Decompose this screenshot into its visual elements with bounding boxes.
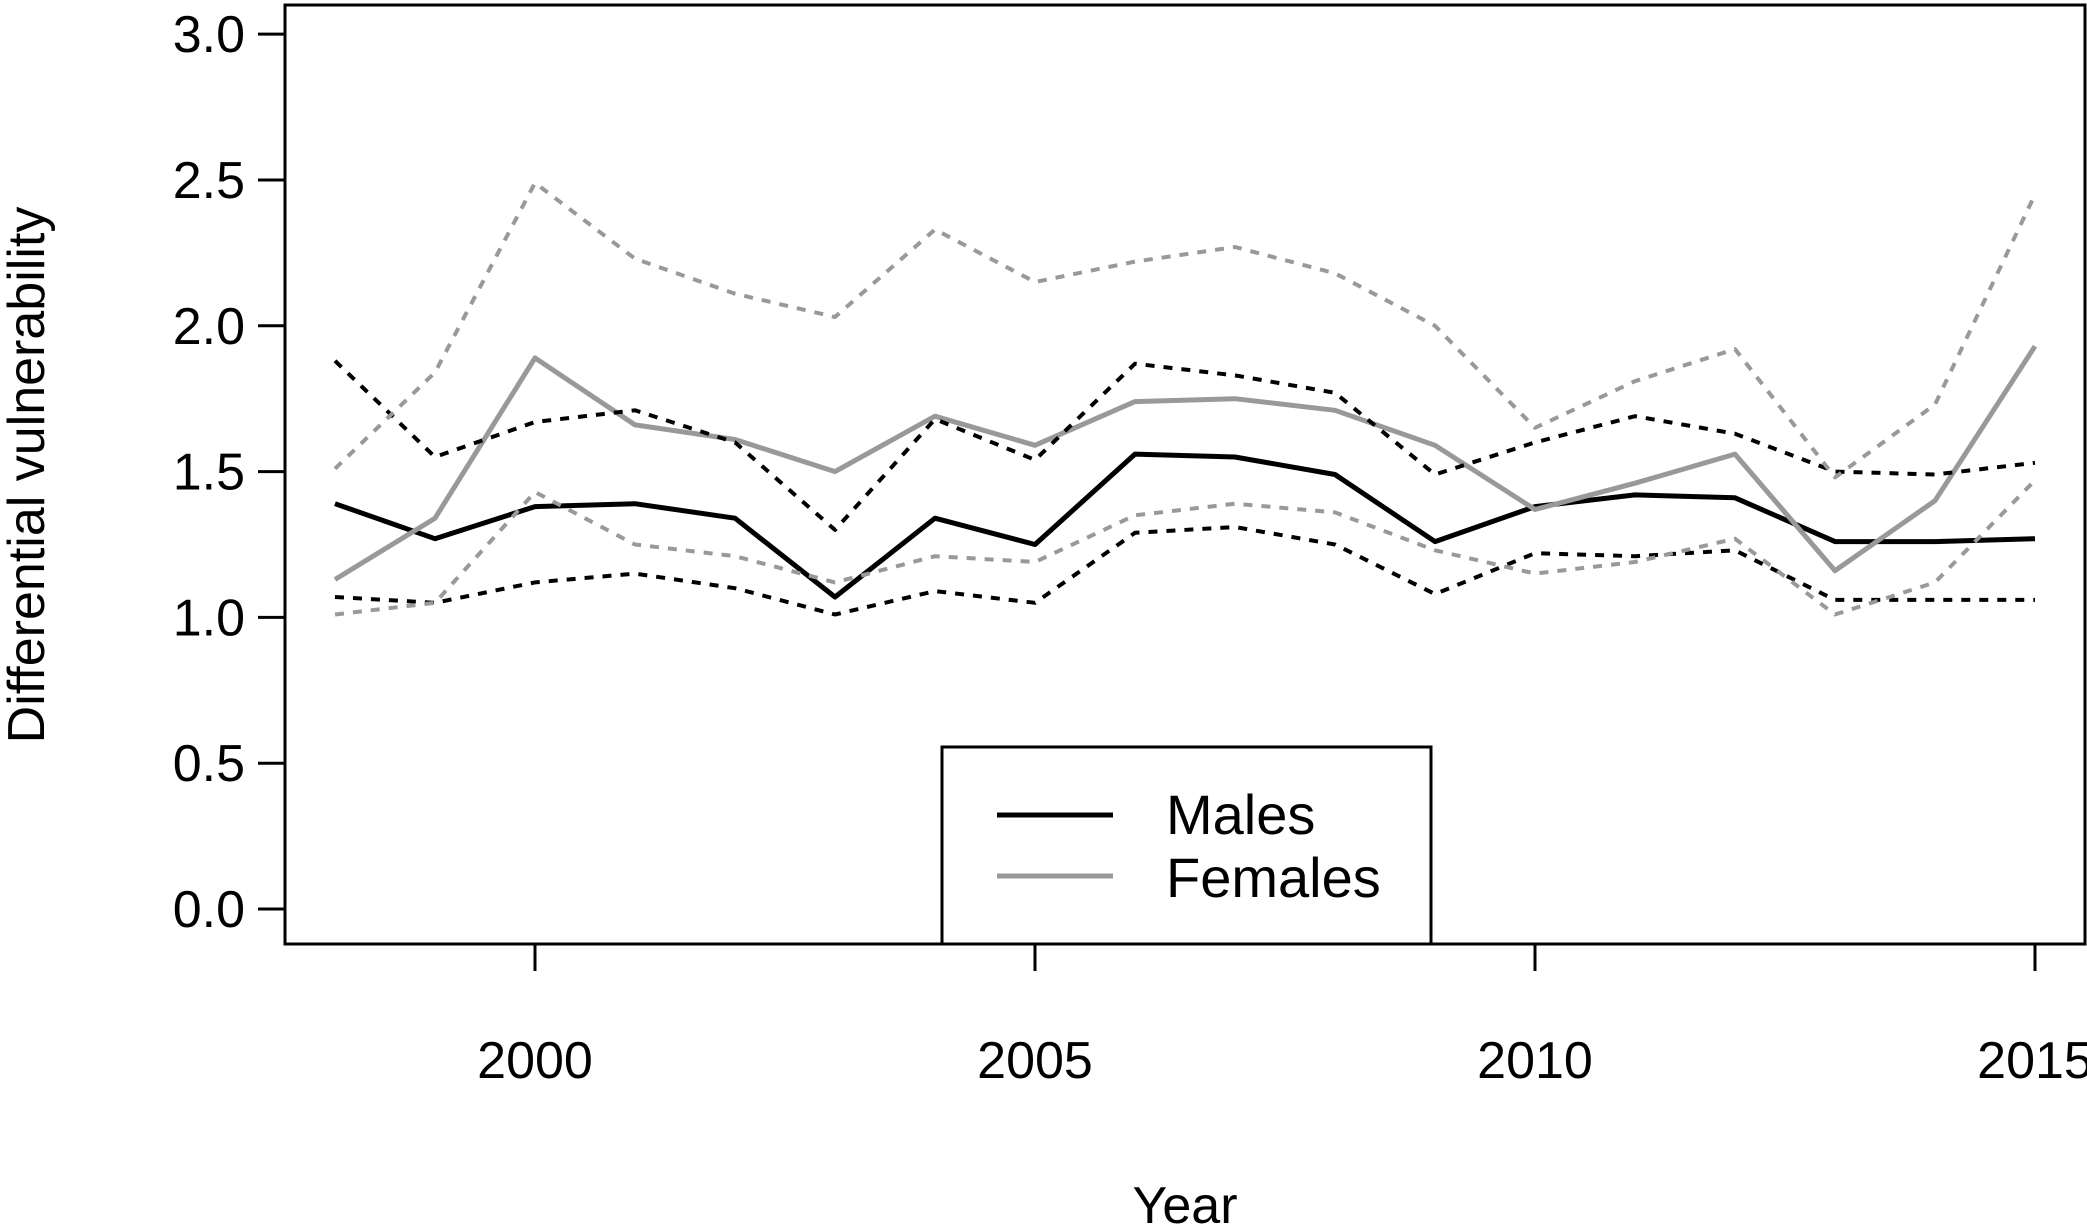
y-tick-label: 0.5 [173, 735, 245, 793]
x-tick-label: 2010 [1477, 1032, 1593, 1090]
x-tick-label: 2005 [977, 1032, 1093, 1090]
series-layer [333, 180, 2038, 617]
legend-label-females: Females [1166, 846, 1381, 909]
x-axis: 2000 2005 2010 2015 [477, 942, 2087, 1090]
y-tick-label: 3.0 [173, 6, 245, 64]
y-tick-label: 2.5 [173, 152, 245, 210]
y-tick-label: 2.0 [173, 298, 245, 356]
series-line-dotted-2 [333, 359, 2036, 532]
y-axis: 0.0 0.5 1.0 1.5 2.0 2.5 3.0 [173, 6, 287, 939]
x-axis-label: Year [1132, 1177, 1237, 1229]
series-line-males [334, 451, 2036, 600]
y-tick-label: 1.0 [173, 589, 245, 647]
legend-box [940, 745, 1433, 946]
y-tick-label: 0.0 [173, 881, 245, 939]
y-tick-label: 1.5 [173, 444, 245, 502]
series-line-dotted-3 [334, 525, 2035, 617]
x-tick-label: 2015 [1977, 1032, 2087, 1090]
x-tick-label: 2000 [477, 1032, 593, 1090]
series-line-dotted-5 [334, 478, 2037, 617]
legend-label-males: Males [1166, 783, 1315, 846]
series-line-females [333, 344, 2038, 582]
y-axis-label: Differential vulnerability [0, 207, 56, 744]
series-line-dotted-4 [333, 180, 2037, 480]
legend: Males Females [940, 745, 1433, 946]
